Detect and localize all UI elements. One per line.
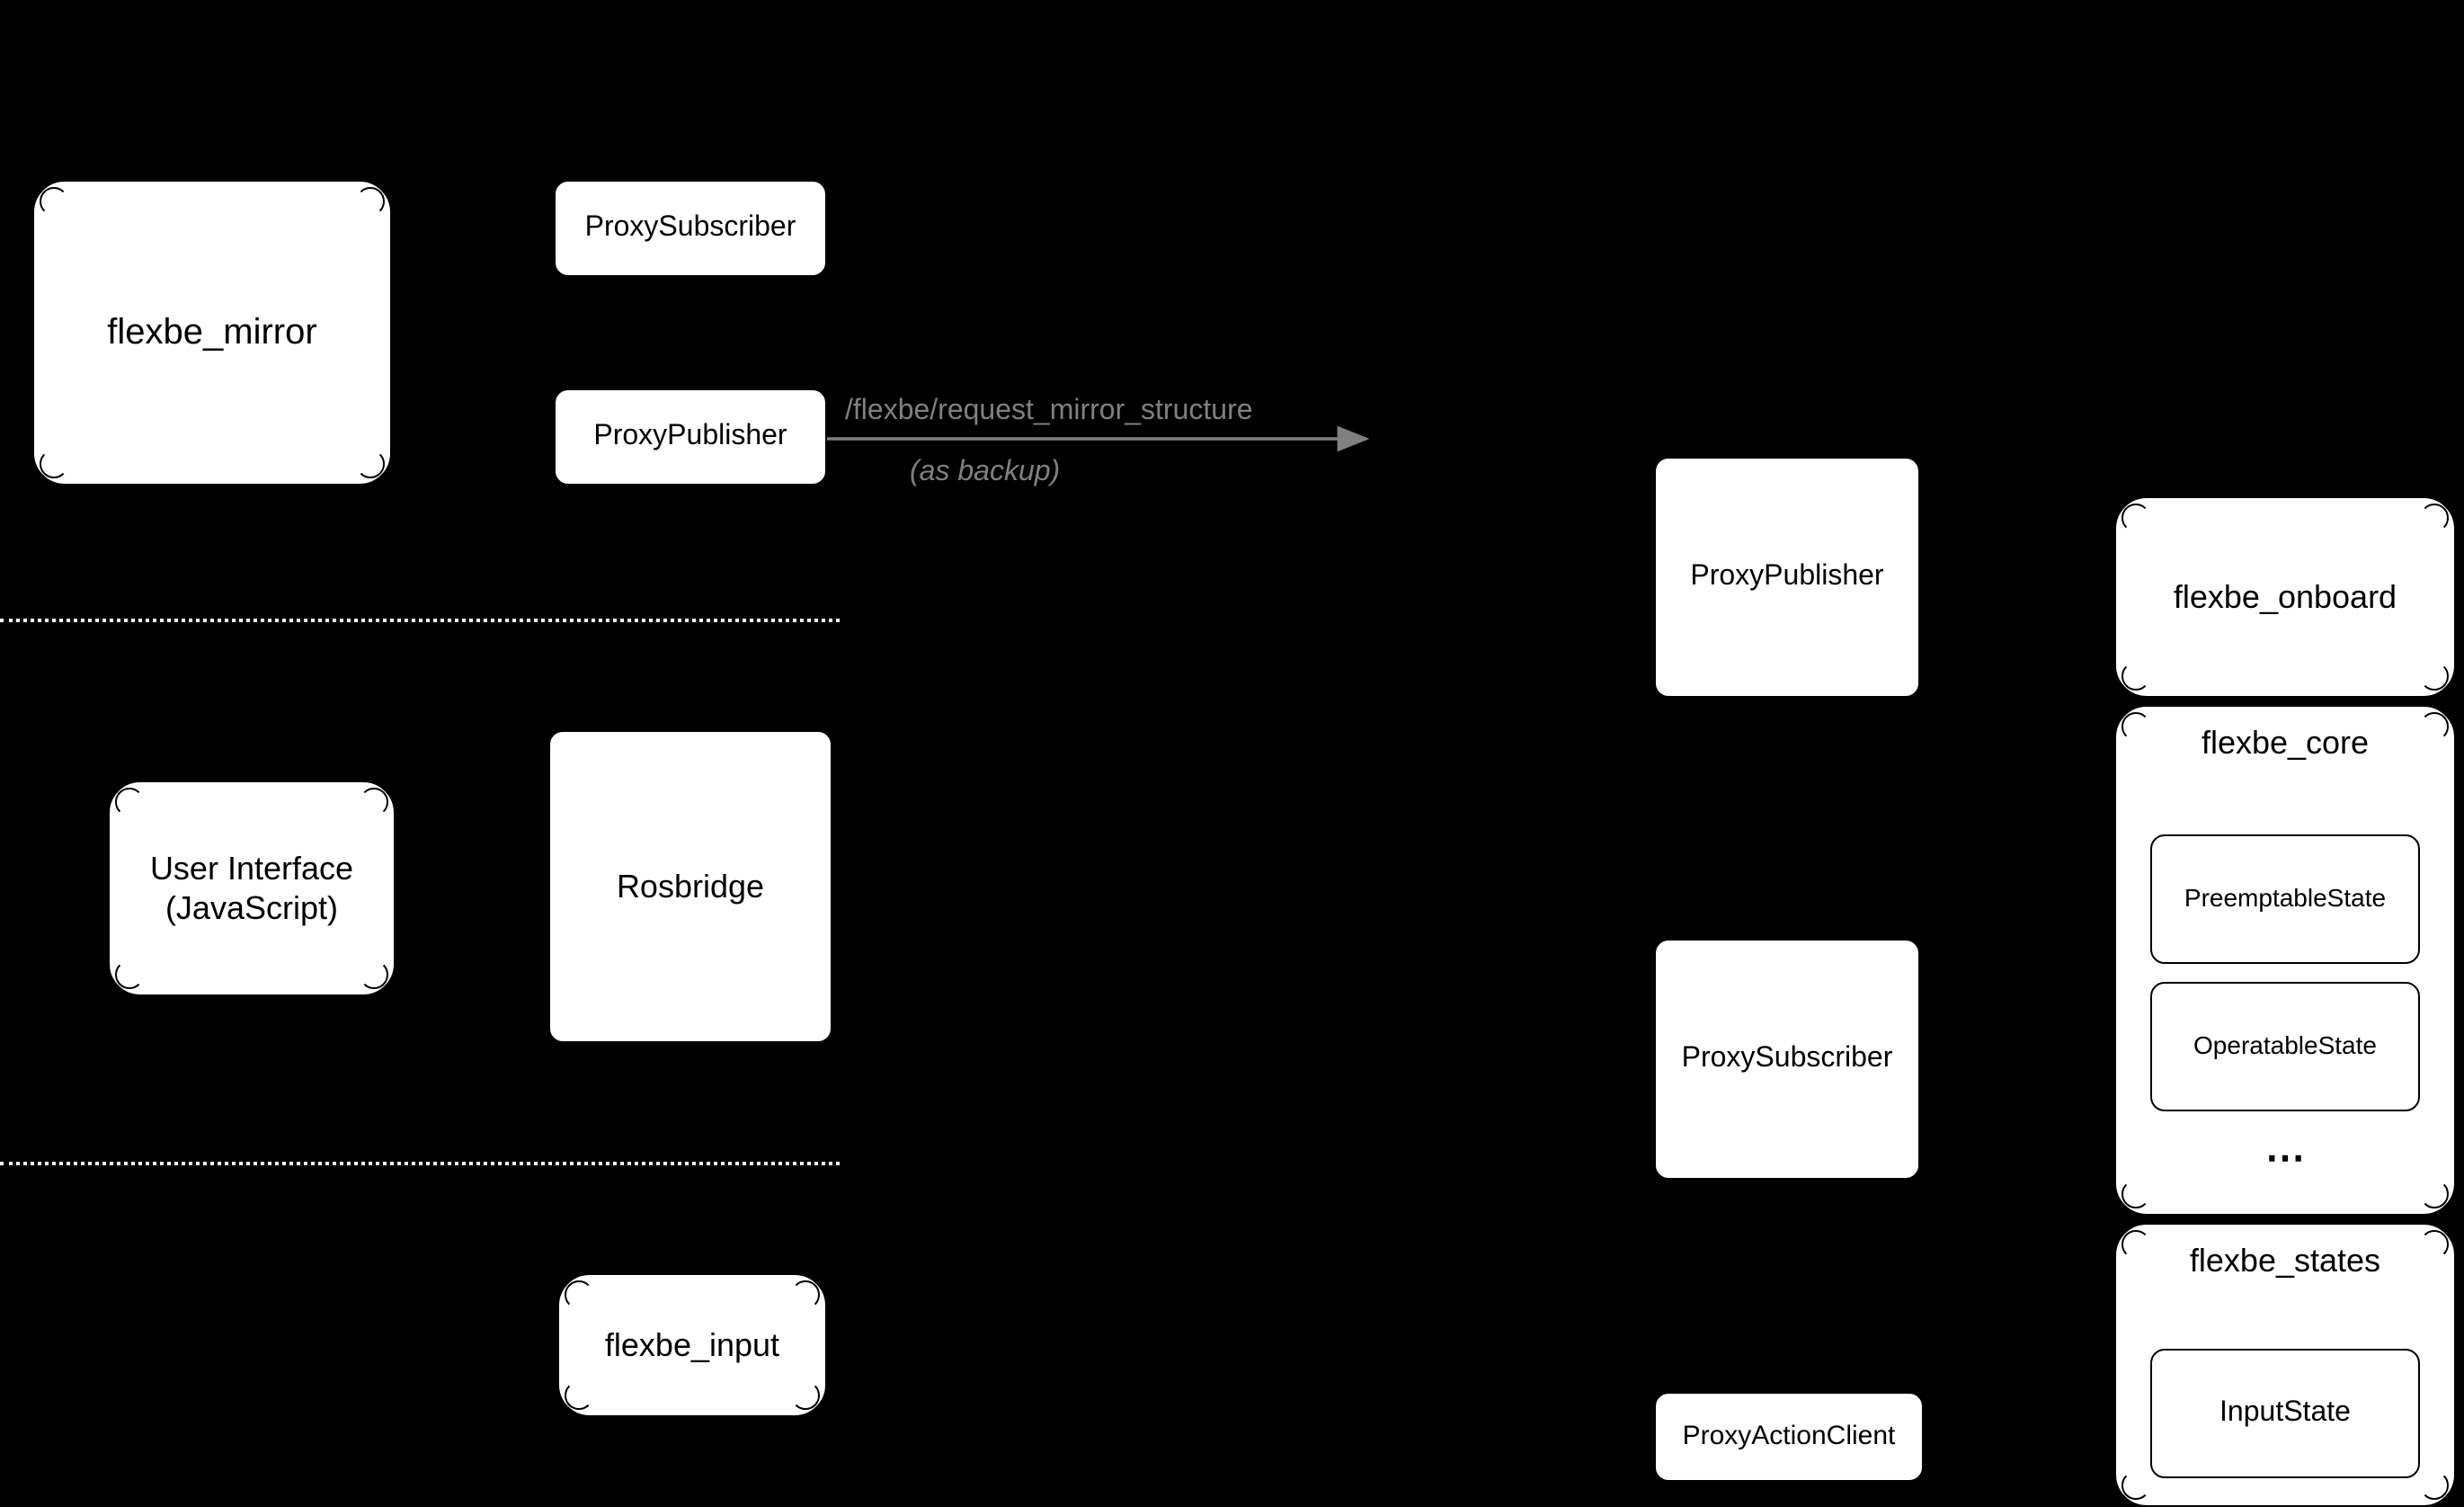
- flexbe_input-node: flexbe_input: [557, 1273, 827, 1417]
- flexbe_states_box-title: flexbe_states: [2116, 1225, 2454, 1280]
- preemptable-node: PreemptableState: [2150, 834, 2420, 964]
- corner-arc: [565, 1381, 593, 1410]
- proxysub_r-node: ProxySubscriber: [1654, 939, 1920, 1180]
- corner-arc: [356, 450, 385, 478]
- flexbe_input-label: flexbe_input: [605, 1325, 779, 1366]
- proxysub_r-label: ProxySubscriber: [1682, 1041, 1893, 1077]
- label-as_backup: (as backup): [910, 457, 1060, 489]
- corner-arc: [360, 788, 388, 816]
- flexbe_onboard-label: flexbe_onboard: [2174, 577, 2397, 618]
- operatable-label: OperatableState: [2193, 1031, 2377, 1063]
- corner-arc: [360, 960, 388, 989]
- corner-arc: [565, 1280, 593, 1309]
- proxysub_l-node: ProxySubscriber: [554, 180, 827, 277]
- rosbridge-node: Rosbridge: [548, 730, 832, 1043]
- diagram-canvas: flexbe_mirror ProxySubscriber ProxyPublish…: [0, 0, 2463, 1494]
- proxypub_l-label: ProxyPublisher: [593, 419, 787, 455]
- corner-arc: [2122, 1471, 2150, 1500]
- inputstate-label: InputState: [2219, 1396, 2351, 1431]
- dotted-divider: [0, 619, 840, 622]
- corner-arc: [115, 960, 144, 989]
- corner-arc: [40, 187, 68, 216]
- corner-arc: [2122, 504, 2150, 532]
- ellipsis-text: ⋯: [2150, 1129, 2420, 1187]
- rosbridge-label: Rosbridge: [617, 867, 764, 907]
- corner-arc: [2420, 504, 2449, 532]
- inputstate-node: InputState: [2150, 1349, 2420, 1478]
- proxyaction_r-node: ProxyActionClient: [1654, 1392, 1924, 1482]
- corner-arc: [2420, 1180, 2449, 1208]
- preemptable-label: PreemptableState: [2184, 884, 2386, 915]
- proxyaction_r-label: ProxyActionClient: [1683, 1420, 1896, 1454]
- user_interface-label: User Interface (JavaScript): [150, 848, 353, 929]
- corner-arc: [791, 1381, 820, 1410]
- corner-arc: [2420, 1471, 2449, 1500]
- proxypub_l-node: ProxyPublisher: [554, 388, 827, 486]
- flexbe_mirror-label: flexbe_mirror: [107, 310, 316, 355]
- corner-arc: [791, 1280, 820, 1309]
- flexbe_core_box-title: flexbe_core: [2116, 707, 2454, 762]
- label-req_mirror: /flexbe/request_mirror_structure: [845, 396, 1253, 428]
- corner-arc: [2420, 662, 2449, 691]
- corner-arc: [2122, 1180, 2150, 1208]
- proxysub_l-label: ProxySubscriber: [585, 210, 796, 246]
- corner-arc: [40, 450, 68, 478]
- user_interface-node: User Interface (JavaScript): [108, 780, 396, 996]
- corner-arc: [2122, 662, 2150, 691]
- proxypub_r-node: ProxyPublisher: [1654, 457, 1920, 698]
- corner-arc: [356, 187, 385, 216]
- dotted-divider: [0, 1162, 840, 1165]
- flexbe_onboard-node: flexbe_onboard: [2114, 496, 2456, 698]
- proxypub_r-label: ProxyPublisher: [1690, 559, 1883, 595]
- corner-arc: [115, 788, 144, 816]
- operatable-node: OperatableState: [2150, 982, 2420, 1111]
- flexbe_mirror-node: flexbe_mirror: [32, 180, 392, 486]
